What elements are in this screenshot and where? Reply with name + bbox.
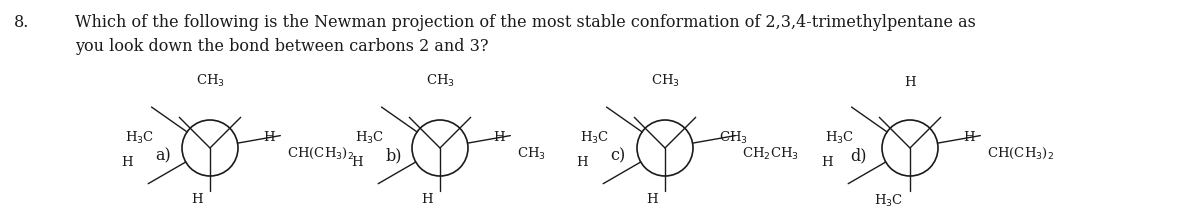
- Text: CH(CH$_3$)$_2$: CH(CH$_3$)$_2$: [988, 146, 1055, 161]
- Text: H: H: [264, 131, 275, 144]
- Text: H: H: [576, 156, 588, 168]
- Text: H: H: [350, 156, 362, 168]
- Text: H$_3$C: H$_3$C: [826, 130, 854, 146]
- Text: d): d): [850, 147, 866, 165]
- Text: H: H: [121, 156, 132, 168]
- Text: CH$_3$: CH$_3$: [196, 73, 224, 89]
- Text: 8.: 8.: [14, 14, 29, 31]
- Text: H: H: [192, 193, 203, 206]
- Text: H: H: [493, 131, 505, 144]
- Text: H: H: [964, 131, 976, 144]
- Text: CH$_3$: CH$_3$: [517, 146, 546, 162]
- Text: Which of the following is the Newman projection of the most stable conformation : Which of the following is the Newman pro…: [74, 14, 976, 31]
- Text: b): b): [385, 147, 402, 165]
- Text: H$_3$C: H$_3$C: [125, 130, 155, 146]
- Text: H: H: [421, 193, 433, 206]
- Text: a): a): [155, 147, 170, 165]
- Text: H$_3$C: H$_3$C: [580, 130, 610, 146]
- Text: H: H: [904, 76, 916, 89]
- Text: CH$_3$: CH$_3$: [426, 73, 455, 89]
- Text: CH(CH$_3$)$_2$: CH(CH$_3$)$_2$: [288, 146, 354, 161]
- Text: H$_3$C: H$_3$C: [874, 193, 904, 208]
- Text: H: H: [647, 193, 659, 206]
- Text: c): c): [610, 147, 625, 165]
- Text: H$_3$C: H$_3$C: [355, 130, 384, 146]
- Text: CH$_2$CH$_3$: CH$_2$CH$_3$: [743, 146, 799, 162]
- Text: you look down the bond between carbons 2 and 3?: you look down the bond between carbons 2…: [74, 38, 488, 55]
- Text: H: H: [821, 156, 833, 168]
- Text: CH$_3$: CH$_3$: [719, 130, 748, 146]
- Text: CH$_3$: CH$_3$: [650, 73, 679, 89]
